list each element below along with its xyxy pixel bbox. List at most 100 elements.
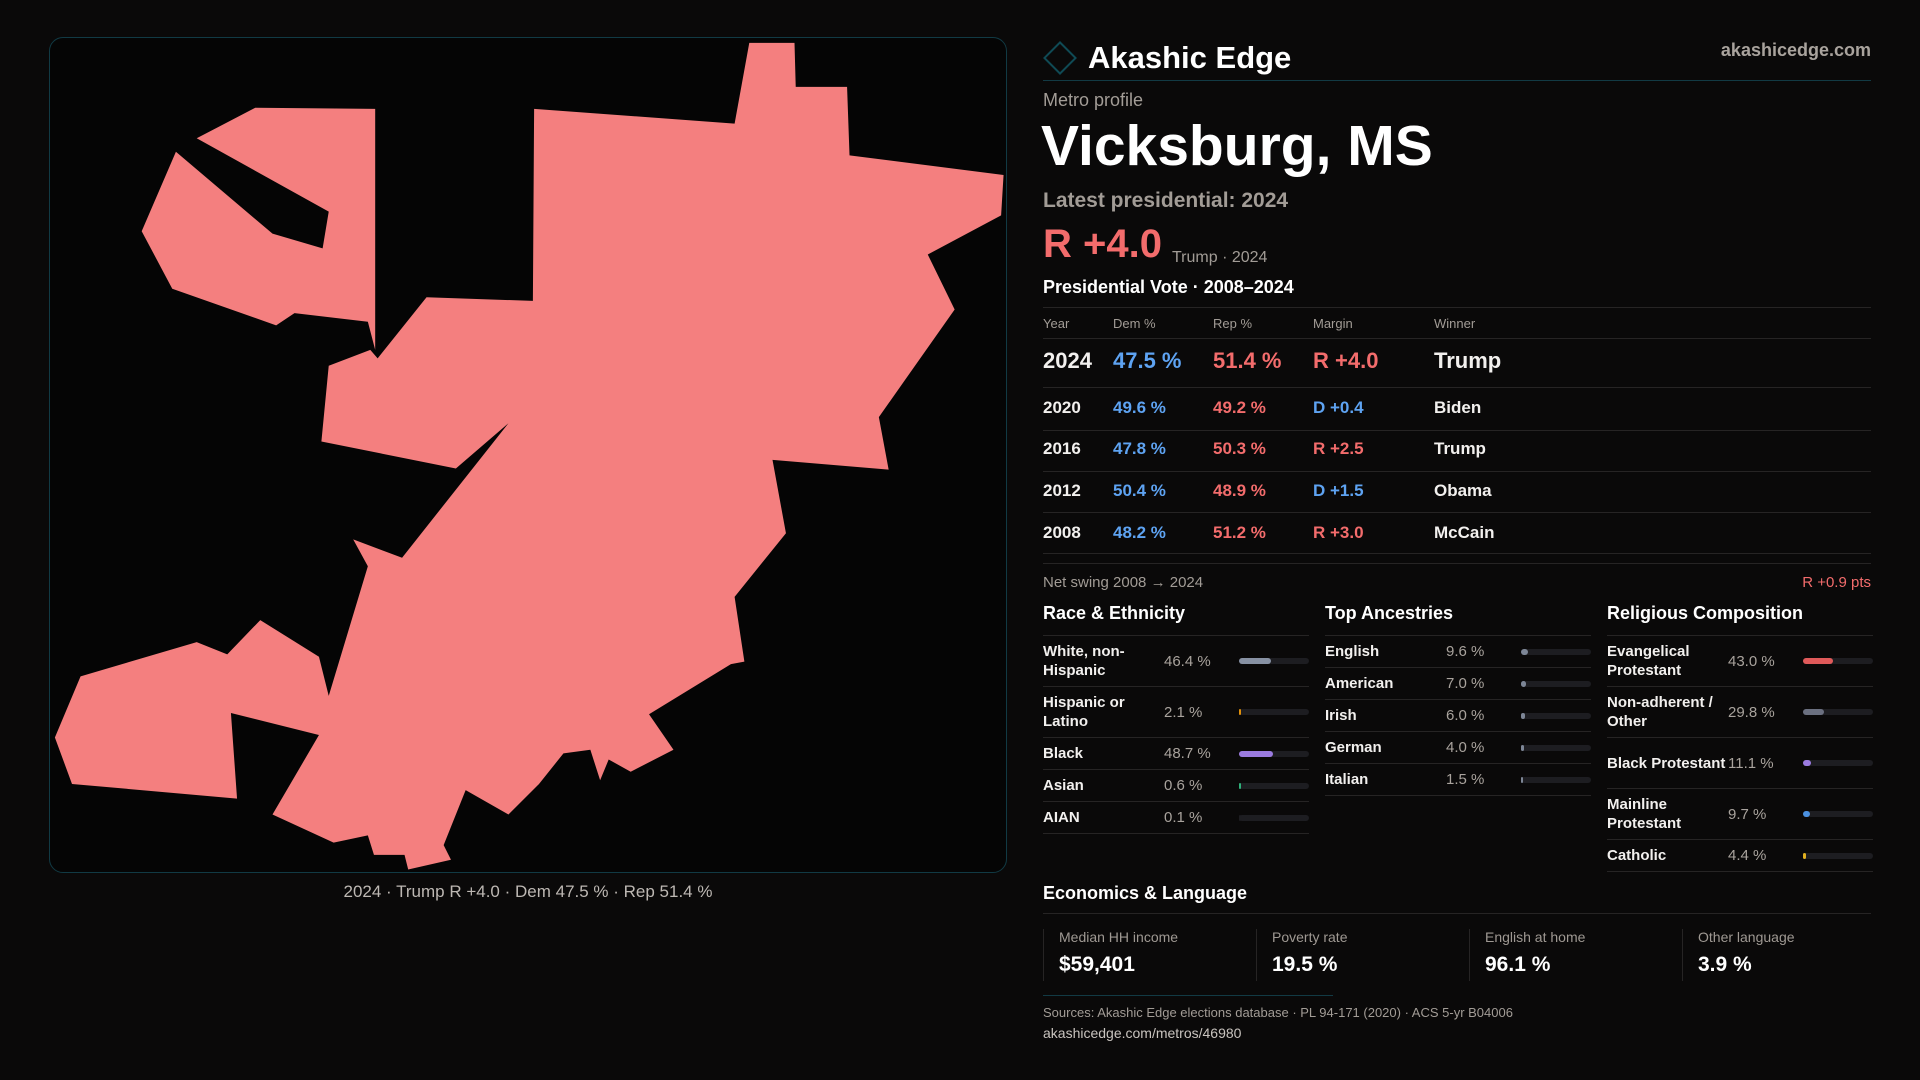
vote-year: 2020 — [1043, 398, 1081, 417]
stat-value: 29.8 % — [1728, 703, 1775, 721]
vote-winner: McCain — [1434, 523, 1495, 542]
stat-bar — [1803, 760, 1873, 766]
stat-bar — [1239, 709, 1309, 715]
stat-bar-fill — [1803, 811, 1810, 817]
econ-cell: Other language 3.9 % — [1682, 929, 1894, 981]
divider — [1043, 553, 1871, 554]
econ-label: Poverty rate — [1272, 929, 1348, 945]
net-swing-value: R +0.9 pts — [1802, 573, 1871, 591]
stat-label: Irish — [1325, 707, 1357, 724]
stat-bar-fill — [1803, 709, 1824, 715]
stat-bar-fill — [1239, 709, 1241, 715]
stat-row: Non-adherent / Other 29.8 % — [1607, 687, 1873, 738]
stat-value: 46.4 % — [1164, 652, 1211, 670]
stat-value: 48.7 % — [1164, 745, 1211, 762]
vote-margin: R +3.0 — [1313, 523, 1364, 542]
vote-row: 2020 49.6 % 49.2 % D +0.4 Biden — [1043, 397, 1871, 419]
stat-row: English 9.6 % — [1325, 636, 1591, 668]
stat-value: 2.1 % — [1164, 703, 1203, 721]
stat-bar-fill — [1239, 814, 1241, 821]
metro-map-svg — [54, 42, 1004, 870]
votes-header: Year Dem % Rep % Margin Winner — [1043, 314, 1871, 332]
stat-row: Black Protestant 11.1 % — [1607, 738, 1873, 789]
section-race-ethnicity: Race & Ethnicity White, non-Hispanic 46.4 … — [1043, 603, 1309, 834]
econ-value: $59,401 — [1059, 953, 1135, 976]
stat-bar — [1521, 680, 1591, 687]
stat-label: Non-adherent / Other — [1607, 694, 1713, 730]
stat-bar — [1239, 658, 1309, 664]
stat-label: AIAN — [1043, 809, 1080, 826]
footer-divider — [1043, 995, 1333, 996]
divider — [1043, 913, 1871, 914]
stat-row: Catholic 4.4 % — [1607, 840, 1873, 872]
econ-value: 3.9 % — [1698, 953, 1752, 976]
vote-dem: 49.6 % — [1113, 398, 1166, 417]
page-title: Vicksburg, MS — [1041, 114, 1433, 178]
col-winner: Winner — [1434, 315, 1476, 331]
stat-label: Black — [1043, 745, 1084, 762]
vote-rep: 51.2 % — [1213, 523, 1266, 542]
vote-dem: 47.8 % — [1113, 439, 1166, 458]
col-year: Year — [1043, 315, 1070, 331]
stat-row: Hispanic or Latino 2.1 % — [1043, 687, 1309, 738]
section-title: Religious Composition — [1607, 603, 1873, 636]
econ-cell: Poverty rate 19.5 % — [1256, 929, 1468, 981]
latest-label: Latest presidential: 2024 — [1043, 189, 1289, 212]
stat-bar — [1521, 776, 1591, 783]
vote-dem: 47.5 % — [1113, 348, 1182, 373]
stat-value: 7.0 % — [1446, 675, 1485, 692]
stat-value: 4.4 % — [1728, 847, 1767, 864]
stat-bar-fill — [1521, 744, 1524, 751]
vote-year: 2024 — [1043, 348, 1092, 373]
stat-value: 0.6 % — [1164, 777, 1203, 794]
col-rep: Rep % — [1213, 315, 1253, 331]
stat-bar — [1239, 750, 1309, 757]
stat-value: 11.1 % — [1728, 754, 1774, 772]
vote-rep: 49.2 % — [1213, 398, 1266, 417]
stat-label: American — [1325, 675, 1394, 692]
stat-label: English — [1325, 643, 1380, 660]
vote-margin: D +1.5 — [1313, 481, 1364, 500]
metro-map — [49, 37, 1007, 873]
stat-bar-fill — [1521, 776, 1523, 783]
stat-bar-fill — [1521, 712, 1526, 719]
vote-rep: 48.9 % — [1213, 481, 1266, 500]
stat-bar — [1239, 782, 1309, 789]
stat-bar-fill — [1239, 782, 1241, 789]
stat-label: White, non-Hispanic — [1043, 643, 1125, 679]
divider — [1043, 512, 1871, 513]
page-kicker: Metro profile — [1043, 90, 1144, 110]
vote-winner: Trump — [1434, 348, 1502, 373]
section-title: Top Ancestries — [1325, 603, 1591, 636]
latest-margin: R +4.0 — [1043, 222, 1162, 266]
section-title: Race & Ethnicity — [1043, 603, 1309, 636]
stat-bar — [1803, 658, 1873, 664]
stat-bar-fill — [1521, 648, 1528, 655]
divider — [1043, 338, 1871, 339]
stat-bar — [1803, 852, 1873, 859]
brand-logo[interactable]: Akashic Edge — [1043, 40, 1291, 76]
vote-year: 2012 — [1043, 481, 1081, 500]
map-caption: 2024 · Trump R +4.0 · Dem 47.5 % · Rep 5… — [343, 882, 713, 901]
vote-winner: Biden — [1434, 398, 1482, 417]
vote-dem: 48.2 % — [1113, 523, 1166, 542]
stat-bar-fill — [1239, 750, 1274, 757]
stat-row: Irish 6.0 % — [1325, 700, 1591, 732]
stat-bar-fill — [1803, 760, 1811, 766]
stat-row: Black 48.7 % — [1043, 738, 1309, 770]
site-link[interactable]: akashicedge.com — [1720, 40, 1871, 60]
stat-label: Black Protestant — [1607, 754, 1726, 772]
metro-link[interactable]: akashicedge.com/metros/46980 — [1043, 1025, 1242, 1041]
header-divider — [1043, 80, 1871, 81]
vote-row: 2008 48.2 % 51.2 % R +3.0 McCain — [1043, 522, 1871, 544]
econ-cell: Median HH income $59,401 — [1043, 929, 1255, 981]
stat-bar-fill — [1239, 658, 1272, 664]
stat-bar — [1803, 709, 1873, 715]
stat-value: 6.0 % — [1446, 707, 1485, 724]
net-swing-label: Net swing 2008 → 2024 — [1043, 573, 1204, 591]
stat-bar — [1239, 814, 1309, 821]
stat-label: Mainline Protestant — [1607, 796, 1682, 832]
vote-winner: Trump — [1434, 439, 1486, 458]
stat-row: Italian 1.5 % — [1325, 764, 1591, 796]
stat-value: 0.1 % — [1164, 809, 1203, 826]
